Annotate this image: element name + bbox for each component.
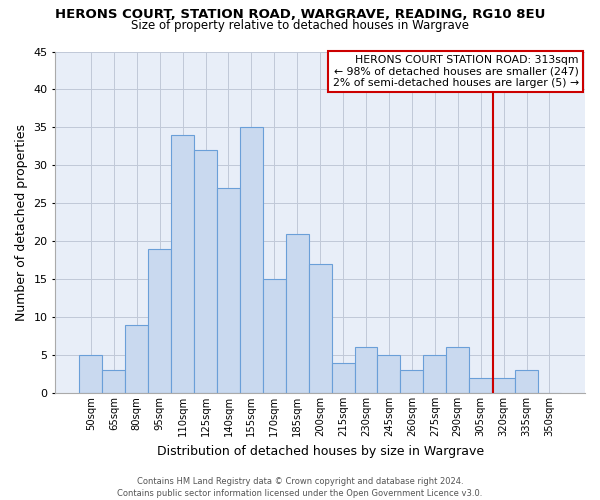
Bar bbox=[400, 370, 424, 393]
Bar bbox=[355, 348, 377, 393]
Bar bbox=[446, 348, 469, 393]
Bar bbox=[308, 264, 332, 393]
Bar bbox=[79, 355, 103, 393]
Bar bbox=[217, 188, 240, 393]
Bar bbox=[469, 378, 492, 393]
Bar bbox=[424, 355, 446, 393]
Bar bbox=[148, 249, 171, 393]
Text: HERONS COURT STATION ROAD: 313sqm
← 98% of detached houses are smaller (247)
2% : HERONS COURT STATION ROAD: 313sqm ← 98% … bbox=[332, 55, 578, 88]
Bar bbox=[377, 355, 400, 393]
Bar bbox=[103, 370, 125, 393]
Bar bbox=[240, 128, 263, 393]
Bar bbox=[263, 279, 286, 393]
X-axis label: Distribution of detached houses by size in Wargrave: Distribution of detached houses by size … bbox=[157, 444, 484, 458]
Text: Contains HM Land Registry data © Crown copyright and database right 2024.
Contai: Contains HM Land Registry data © Crown c… bbox=[118, 476, 482, 498]
Bar bbox=[171, 135, 194, 393]
Bar bbox=[125, 324, 148, 393]
Text: Size of property relative to detached houses in Wargrave: Size of property relative to detached ho… bbox=[131, 18, 469, 32]
Bar bbox=[194, 150, 217, 393]
Y-axis label: Number of detached properties: Number of detached properties bbox=[15, 124, 28, 321]
Text: HERONS COURT, STATION ROAD, WARGRAVE, READING, RG10 8EU: HERONS COURT, STATION ROAD, WARGRAVE, RE… bbox=[55, 8, 545, 20]
Bar bbox=[286, 234, 308, 393]
Bar bbox=[332, 362, 355, 393]
Bar bbox=[492, 378, 515, 393]
Bar bbox=[515, 370, 538, 393]
